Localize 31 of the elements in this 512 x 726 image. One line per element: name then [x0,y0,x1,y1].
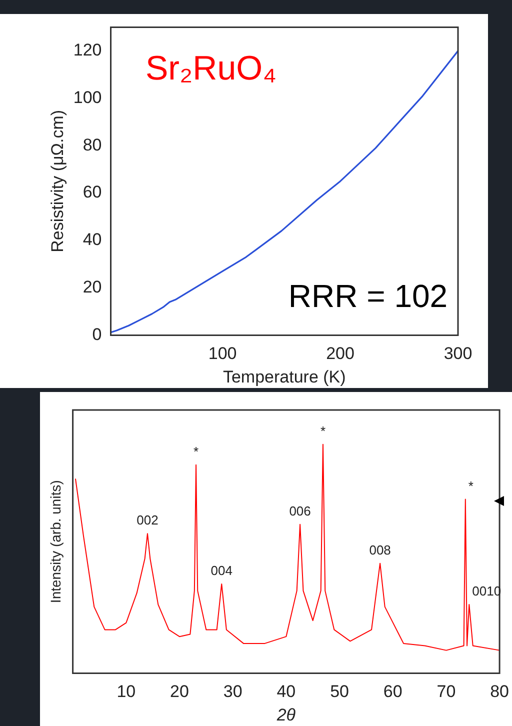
x-axis-title: 2θ [276,706,296,725]
x-tick-label: 300 [444,344,472,364]
y-tick-label: 40 [82,230,102,250]
annotation: 002 [136,512,158,528]
x-tick-label: 200 [326,344,354,364]
annotation: 006 [289,504,311,519]
x-axis-title: Temperature (K) [222,367,346,386]
annotation: * [193,444,199,460]
y-tick-label: 100 [73,88,102,107]
x-tick-label: 40 [276,682,296,702]
x-tick-label: 80 [490,682,510,702]
annotation: * [468,478,474,494]
x-tick-label: 60 [383,682,402,702]
y-tick-label: 120 [73,40,102,60]
y-tick-label: 0 [92,324,102,344]
y-tick-label: 80 [82,135,102,154]
annotation: 008 [369,542,391,558]
x-tick-label: 10 [116,682,136,702]
annotation: * [320,423,326,438]
annotation: Sr₂RuO₄ [145,50,276,88]
annotation: 004 [210,563,232,578]
x-tick-label: 70 [436,682,456,702]
y-tick-label: 60 [82,182,102,202]
annotation: RRR = 102 [288,278,448,314]
y-axis-title: Resistivity (μΩ.cm) [48,110,67,252]
x-tick-label: 30 [223,682,242,702]
y-tick-label: 20 [82,278,102,297]
x-tick-label: 20 [170,682,189,702]
y-axis-title: Intensity (arb. units) [47,480,64,604]
x-tick-label: 50 [330,682,349,702]
x-tick-label: 100 [208,344,237,364]
